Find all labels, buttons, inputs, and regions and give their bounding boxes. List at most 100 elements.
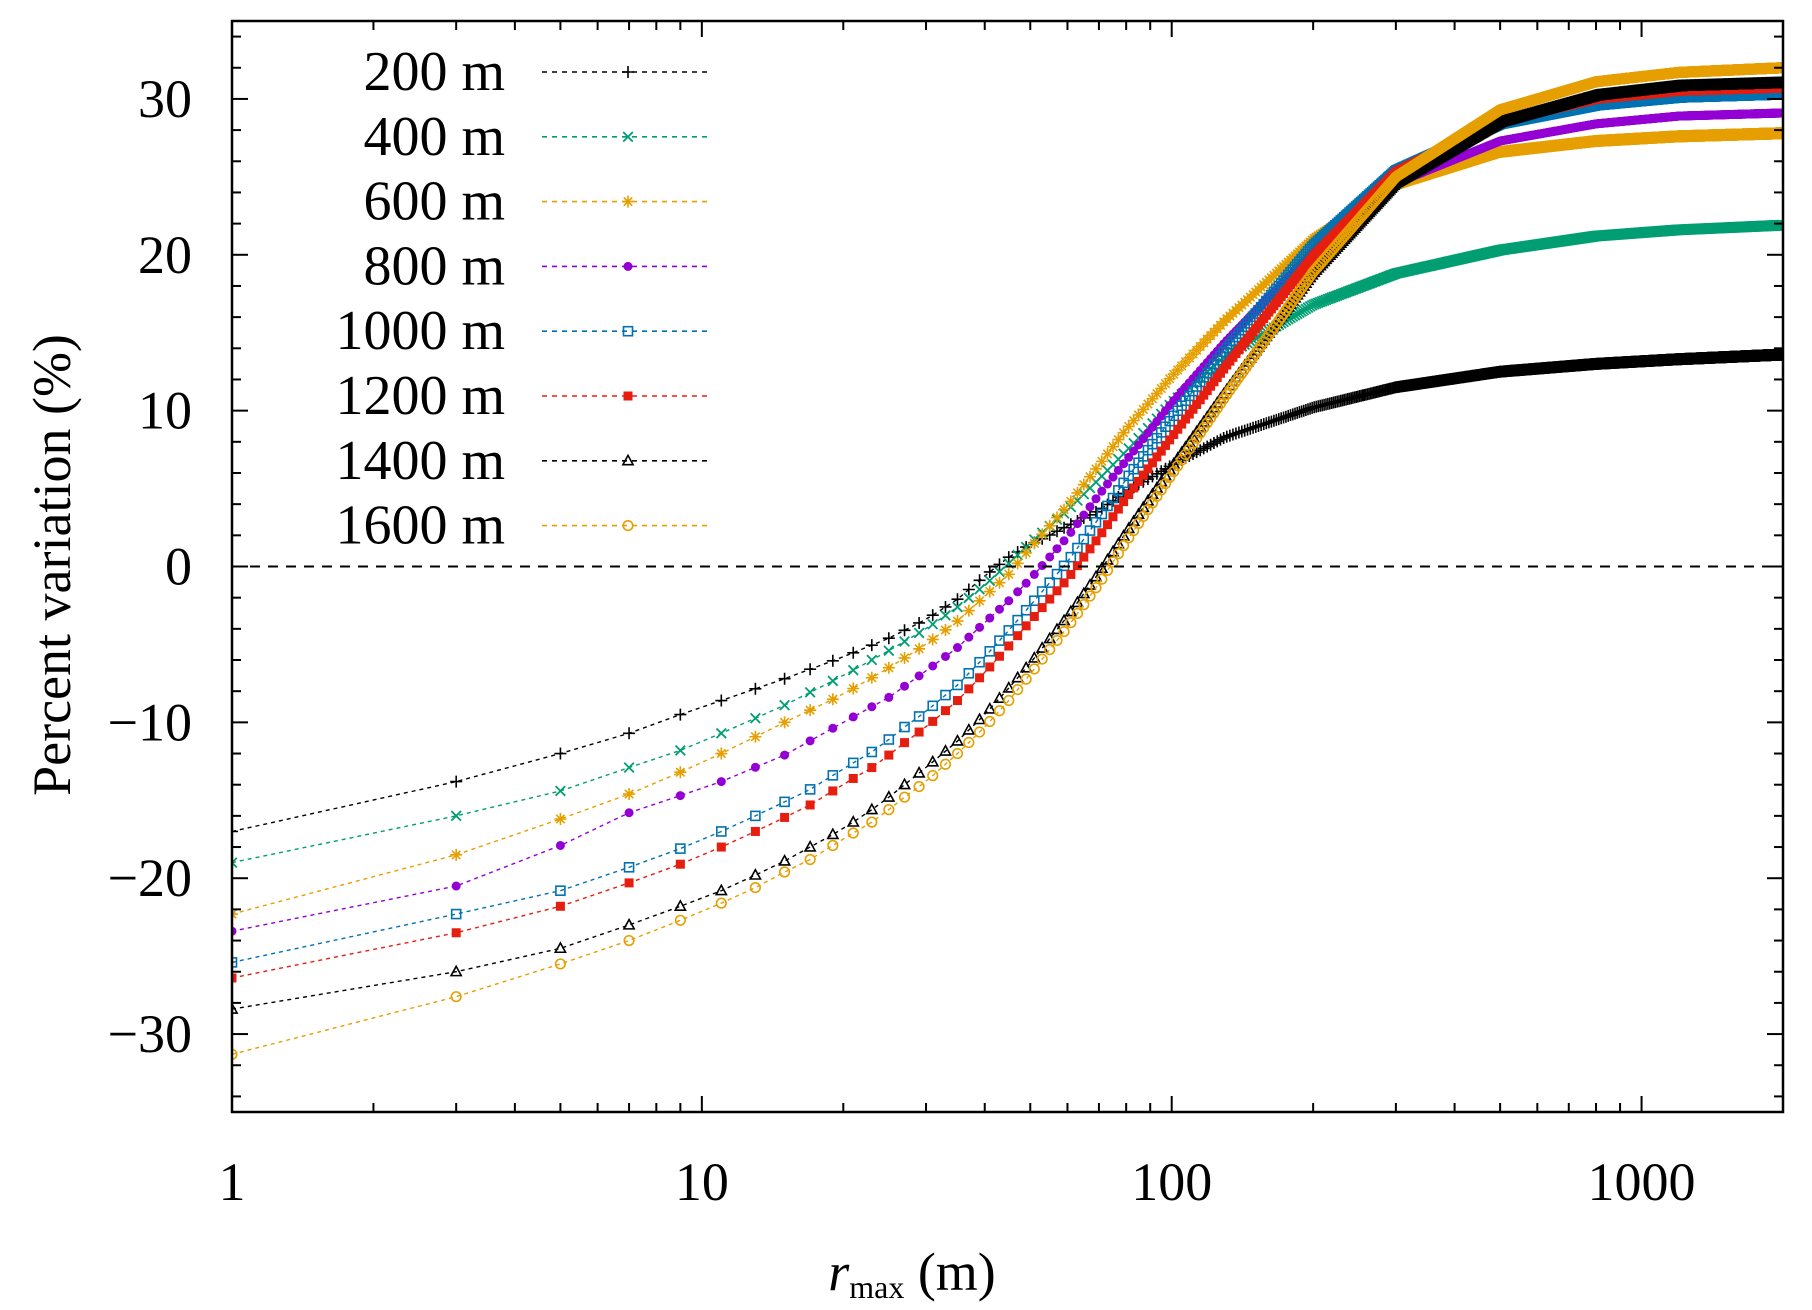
data-point	[847, 682, 860, 695]
data-point	[623, 727, 636, 740]
data-point	[623, 788, 636, 801]
data-point	[554, 812, 567, 825]
data-point	[1097, 486, 1107, 496]
data-point	[1083, 470, 1096, 483]
data-point	[1077, 478, 1090, 491]
data-point	[674, 744, 686, 756]
data-point	[913, 616, 926, 629]
data-point	[994, 604, 1004, 614]
data-point	[1112, 433, 1125, 446]
data-point	[749, 730, 762, 743]
data-point	[749, 682, 762, 695]
data-point	[805, 736, 815, 746]
data-point	[914, 671, 924, 681]
data-point	[674, 766, 687, 779]
data-point	[1214, 433, 1227, 446]
data-point	[1107, 440, 1119, 453]
data-point	[1085, 502, 1095, 512]
data-point	[624, 808, 634, 818]
data-point	[899, 636, 910, 647]
data-point	[1091, 494, 1101, 504]
data-point	[913, 627, 925, 639]
data-point	[993, 558, 1006, 571]
data-point	[1257, 418, 1270, 431]
data-point	[984, 575, 996, 587]
data-point	[1072, 519, 1082, 529]
data-point	[674, 708, 687, 721]
series-layer	[232, 62, 1783, 1060]
data-point	[451, 881, 461, 891]
data-point	[780, 750, 790, 760]
data-point	[964, 632, 974, 642]
data-point	[826, 693, 839, 706]
data-point	[867, 702, 877, 712]
data-point	[232, 825, 238, 838]
data-point	[882, 632, 895, 645]
data-point	[884, 692, 894, 702]
data-point	[450, 810, 462, 822]
data-point	[1066, 527, 1076, 537]
data-point	[940, 651, 950, 661]
data-point	[715, 747, 728, 760]
data-point	[1089, 462, 1102, 475]
data-point	[1058, 521, 1071, 534]
data-point	[1059, 536, 1069, 546]
data-point	[1255, 419, 1268, 432]
data-point	[1235, 425, 1248, 438]
data-point	[778, 716, 791, 729]
data-point	[715, 727, 727, 739]
data-point	[883, 645, 895, 657]
data-point	[1052, 544, 1062, 554]
series-200-m	[232, 348, 1783, 838]
data-point	[983, 585, 996, 598]
data-point	[555, 840, 565, 850]
data-point	[1262, 416, 1275, 429]
data-point	[1058, 503, 1071, 516]
data-point	[1244, 422, 1257, 435]
data-point	[939, 623, 952, 636]
data-point	[926, 609, 939, 622]
data-point	[1095, 455, 1108, 468]
data-point	[1021, 578, 1031, 588]
data-point	[939, 600, 952, 613]
data-point	[1249, 420, 1262, 433]
data-point	[927, 618, 939, 630]
data-point	[963, 592, 975, 604]
data-point	[975, 622, 985, 632]
data-point	[1013, 587, 1023, 597]
data-point	[1260, 417, 1273, 430]
data-point	[1220, 430, 1233, 443]
data-point	[1238, 424, 1251, 437]
data-point	[749, 712, 761, 724]
data-point	[1217, 431, 1230, 444]
data-point	[1252, 419, 1265, 432]
data-point	[952, 643, 962, 653]
data-point	[928, 661, 938, 671]
data-point	[993, 576, 1006, 589]
data-point	[994, 566, 1005, 578]
data-point	[675, 843, 686, 854]
data-point	[1247, 421, 1260, 434]
data-point	[675, 791, 685, 801]
data-point	[804, 663, 817, 676]
data-point	[804, 686, 816, 698]
data-point	[973, 574, 986, 587]
data-point	[1229, 427, 1242, 440]
data-point	[450, 775, 463, 788]
data-point	[1012, 549, 1024, 561]
data-point	[1079, 510, 1089, 520]
data-point	[554, 747, 567, 760]
data-point	[623, 762, 635, 773]
data-point	[848, 712, 858, 722]
data-point	[1226, 428, 1239, 441]
data-point	[1045, 552, 1055, 562]
data-point	[1101, 447, 1114, 460]
series-400-m	[232, 219, 1783, 869]
data-point	[898, 624, 911, 637]
data-point	[951, 615, 964, 628]
data-point	[1029, 569, 1039, 579]
data-point	[715, 694, 728, 707]
data-point	[1002, 551, 1015, 564]
data-point	[913, 642, 926, 655]
